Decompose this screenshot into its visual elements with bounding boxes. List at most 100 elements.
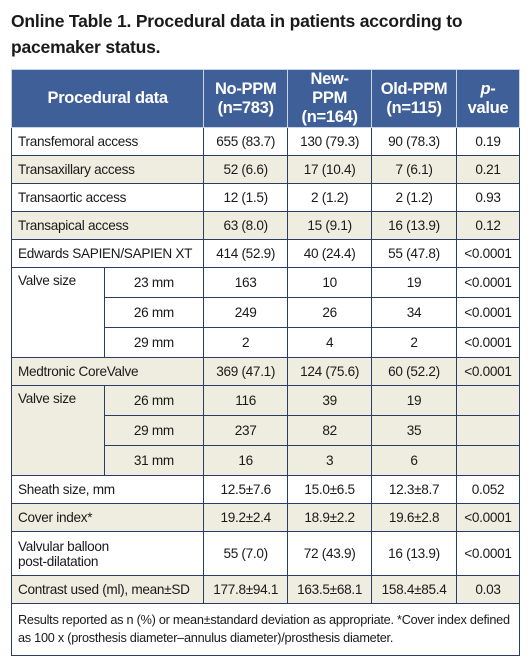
cell-new-ppm: 4 [287, 327, 373, 358]
cell-old-ppm: 12.3±8.7 [371, 475, 457, 504]
table-row: Valve size 23 mm 163 10 19 <0.0001 [11, 267, 520, 358]
table-row: Cover index* 19.2±2.4 18.9±2.2 19.6±2.8 … [10, 503, 520, 532]
cell-no-ppm: 2 [203, 327, 289, 358]
cell-old-ppm: 158.4±85.4 [371, 575, 457, 604]
header-p-value: p-value [456, 69, 520, 128]
cell-no-ppm: 237 [203, 415, 289, 446]
cell-new-ppm: 82 [287, 415, 373, 446]
valve-size-label: Valve size [11, 267, 105, 358]
cell-old-ppm: 16 (13.9) [371, 531, 457, 576]
header-procedural: Procedural data [10, 69, 205, 128]
cell-no-ppm: 414 (52.9) [203, 239, 289, 268]
balloon-label-line2: post-dilatation [18, 553, 99, 569]
row-label: Sheath size, mm [10, 475, 205, 504]
cell-new-ppm: 39 [287, 385, 373, 416]
cell-no-ppm: 116 [203, 385, 289, 416]
table-title: Online Table 1. Procedural data in patie… [11, 11, 463, 57]
cell-size: 29 mm [103, 327, 205, 358]
cell-size: 23 mm [103, 267, 205, 298]
cell-no-ppm: 163 [203, 267, 289, 298]
valve-size-label: Valve size [11, 385, 105, 476]
cell-new-ppm: 10 [287, 267, 373, 298]
row-label: Valvular balloon post-dilatation [10, 531, 205, 576]
cell-p-value: <0.0001 [456, 357, 520, 386]
row-label: Medtronic CoreValve [10, 357, 205, 386]
cell-old-ppm: 6 [371, 445, 457, 476]
cell-p-value: 0.93 [456, 183, 520, 212]
cell-new-ppm: 17 (10.4) [287, 155, 373, 184]
table-row: Edwards SAPIEN/SAPIEN XT 414 (52.9) 40 (… [10, 239, 520, 268]
cell-no-ppm: 655 (83.7) [203, 127, 289, 156]
footnote-row: Results reported as n (%) or mean±standa… [11, 603, 520, 656]
header-no-ppm-name: No-PPM [214, 79, 277, 98]
header-p-rest: -value [467, 79, 509, 117]
cell-p-value: <0.0001 [456, 503, 520, 532]
cell-old-ppm: 60 (52.2) [371, 357, 457, 386]
table-row: Contrast used (ml), mean±SD 177.8±94.1 1… [10, 575, 520, 604]
cell-no-ppm: 16 [203, 445, 289, 476]
cell-size: 26 mm [103, 385, 205, 416]
cell-new-ppm: 2 (1.2) [287, 183, 373, 212]
row-label: Transaxillary access [10, 155, 205, 184]
cell-no-ppm: 369 (47.1) [203, 357, 289, 386]
cell-no-ppm: 12 (1.5) [203, 183, 289, 212]
cell-p-value [456, 445, 520, 476]
cell-new-ppm: 26 [287, 297, 373, 328]
cell-new-ppm: 72 (43.9) [287, 531, 373, 576]
row-label: Contrast used (ml), mean±SD [10, 575, 205, 604]
cell-p-value: <0.0001 [456, 267, 520, 298]
header-p-italic: p [480, 79, 491, 98]
header-row: Procedural data No-PPM (n=783) New-PPM (n=… [10, 69, 520, 128]
cell-new-ppm: 15 (9.1) [287, 211, 373, 240]
cell-new-ppm: 124 (75.6) [287, 357, 373, 386]
cell-old-ppm: 55 (47.8) [371, 239, 457, 268]
cell-no-ppm: 63 (8.0) [203, 211, 289, 240]
table-row: Transfemoral access 655 (83.7) 130 (79.3… [10, 127, 520, 156]
cell-old-ppm: 19 [371, 385, 457, 416]
cell-p-value: <0.0001 [456, 297, 520, 328]
cell-old-ppm: 34 [371, 297, 457, 328]
table-row: Sheath size, mm 12.5±7.6 15.0±6.5 12.3±8… [10, 475, 520, 504]
cell-new-ppm: 18.9±2.2 [287, 503, 373, 532]
cell-old-ppm: 7 (6.1) [371, 155, 457, 184]
header-no-ppm-n: (n=783) [217, 98, 274, 117]
cell-p-value: <0.0001 [456, 531, 520, 576]
header-no-ppm: No-PPM (n=783) [203, 69, 289, 128]
header-old-ppm: Old-PPM (n=115) [371, 69, 457, 128]
cell-p-value: <0.0001 [456, 239, 520, 268]
row-label: Transapical access [10, 211, 205, 240]
cell-old-ppm: 19 [371, 267, 457, 298]
cell-size: 29 mm [103, 415, 205, 446]
table-row: Valve size 26 mm 116 39 19 [11, 385, 520, 476]
table-row: 29 mm 237 82 35 [12, 415, 520, 446]
header-new-ppm-n: (n=164) [301, 108, 358, 126]
table-row: Medtronic CoreValve 369 (47.1) 124 (75.6… [10, 357, 520, 386]
cell-no-ppm: 52 (6.6) [203, 155, 289, 184]
header-old-ppm-name: Old-PPM [380, 79, 448, 98]
table-row: 26 mm 249 26 34 <0.0001 [12, 297, 520, 328]
cell-no-ppm: 177.8±94.1 [203, 575, 289, 604]
cell-old-ppm: 2 (1.2) [371, 183, 457, 212]
cell-new-ppm: 130 (79.3) [287, 127, 373, 156]
cell-old-ppm: 90 (78.3) [371, 127, 457, 156]
cell-no-ppm: 55 (7.0) [203, 531, 289, 576]
cell-new-ppm: 15.0±6.5 [287, 475, 373, 504]
cell-new-ppm: 163.5±68.1 [287, 575, 373, 604]
cell-p-value [456, 415, 520, 446]
cell-no-ppm: 19.2±2.4 [203, 503, 289, 532]
cell-old-ppm: 35 [371, 415, 457, 446]
row-label: Cover index* [10, 503, 205, 532]
cell-size: 31 mm [103, 445, 205, 476]
cell-no-ppm: 12.5±7.6 [203, 475, 289, 504]
cell-old-ppm: 16 (13.9) [371, 211, 457, 240]
cell-p-value [456, 385, 520, 416]
cell-p-value: 0.03 [456, 575, 520, 604]
row-label: Transaortic access [10, 183, 205, 212]
cell-p-value: 0.052 [456, 475, 520, 504]
cell-no-ppm: 249 [203, 297, 289, 328]
table-row: Valvular balloon post-dilatation 55 (7.0)… [10, 531, 520, 576]
header-new-ppm-name: New-PPM [310, 70, 349, 107]
cell-size: 26 mm [103, 297, 205, 328]
cell-p-value: 0.12 [456, 211, 520, 240]
procedural-data-table: Procedural data No-PPM (n=783) New-PPM (n=… [10, 69, 520, 656]
